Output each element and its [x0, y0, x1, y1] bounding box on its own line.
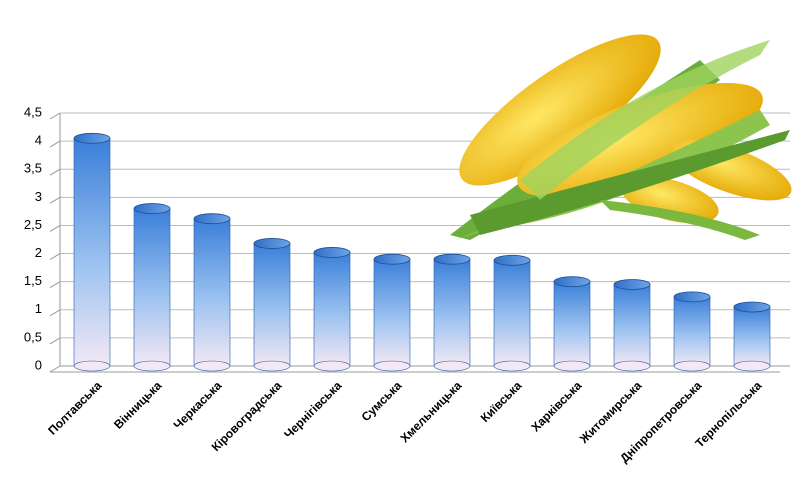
y-tick-label: 1,5	[24, 273, 42, 288]
y-tick-label: 3	[35, 189, 42, 204]
tick-mark	[49, 253, 61, 260]
x-tick-label: Київська	[478, 378, 525, 425]
bar-top	[193, 213, 231, 225]
bar-top	[253, 238, 291, 249]
bar-top	[733, 301, 771, 313]
tick-mark	[49, 168, 61, 176]
tick-mark	[49, 365, 61, 373]
bar-base	[433, 360, 471, 372]
y-tick-label: 2,5	[24, 217, 42, 232]
tick-mark	[49, 281, 61, 289]
bar-top	[673, 291, 711, 303]
tick-mark	[49, 196, 61, 204]
y-tick-label: 4	[35, 133, 42, 148]
bars	[73, 132, 771, 372]
x-tick-label: Хмельницька	[397, 378, 464, 445]
bar-top	[433, 253, 471, 265]
tick-mark	[49, 337, 61, 345]
y-tick-label: 2	[35, 245, 42, 260]
x-tick-label: Вінницька	[111, 378, 164, 431]
bar	[73, 138, 111, 367]
bar-base	[493, 360, 531, 372]
bar-top	[613, 279, 651, 290]
bar-top	[553, 276, 591, 288]
x-tick-label: Харківська	[528, 378, 584, 434]
bar-base	[313, 360, 351, 372]
x-tick-label: Чернігівська	[281, 378, 344, 441]
bar-top	[373, 253, 411, 265]
bar	[673, 296, 711, 367]
bar-top	[133, 203, 171, 214]
bar	[733, 306, 771, 367]
bar-base	[733, 360, 771, 372]
bar	[493, 260, 531, 367]
bar-top	[73, 132, 111, 144]
bar	[613, 284, 651, 367]
tick-mark	[49, 309, 61, 317]
x-tick-label: Житомирська	[576, 378, 644, 446]
bar-top	[313, 247, 351, 258]
bar-base	[373, 360, 411, 372]
x-tick-label: Черкаська	[171, 378, 225, 432]
tick-mark	[49, 112, 61, 120]
bar	[433, 258, 471, 367]
bar	[313, 252, 351, 367]
bar-base	[73, 360, 111, 372]
bar-base	[193, 360, 231, 372]
bar	[193, 218, 231, 367]
y-tick-label: 1	[35, 301, 42, 316]
tick-mark	[49, 140, 61, 148]
bar	[253, 243, 291, 367]
y-tick-label: 3,5	[24, 161, 42, 176]
tick-mark	[49, 225, 61, 232]
corn-illustration	[450, 34, 792, 240]
bar-top	[493, 254, 531, 266]
y-tick-label: 0,5	[24, 329, 42, 344]
bar	[553, 281, 591, 367]
bar-base	[253, 360, 291, 372]
y-tick-label: 0	[35, 357, 42, 372]
bar	[373, 258, 411, 367]
bar	[133, 208, 171, 367]
bar-base	[133, 360, 171, 372]
bar-base	[613, 360, 651, 372]
x-tick-label: Полтавська	[45, 378, 104, 437]
bar-base	[553, 360, 591, 372]
x-tick-label: Сумська	[359, 378, 405, 424]
bar-base	[673, 360, 711, 372]
y-tick-label: 4,5	[24, 104, 42, 119]
